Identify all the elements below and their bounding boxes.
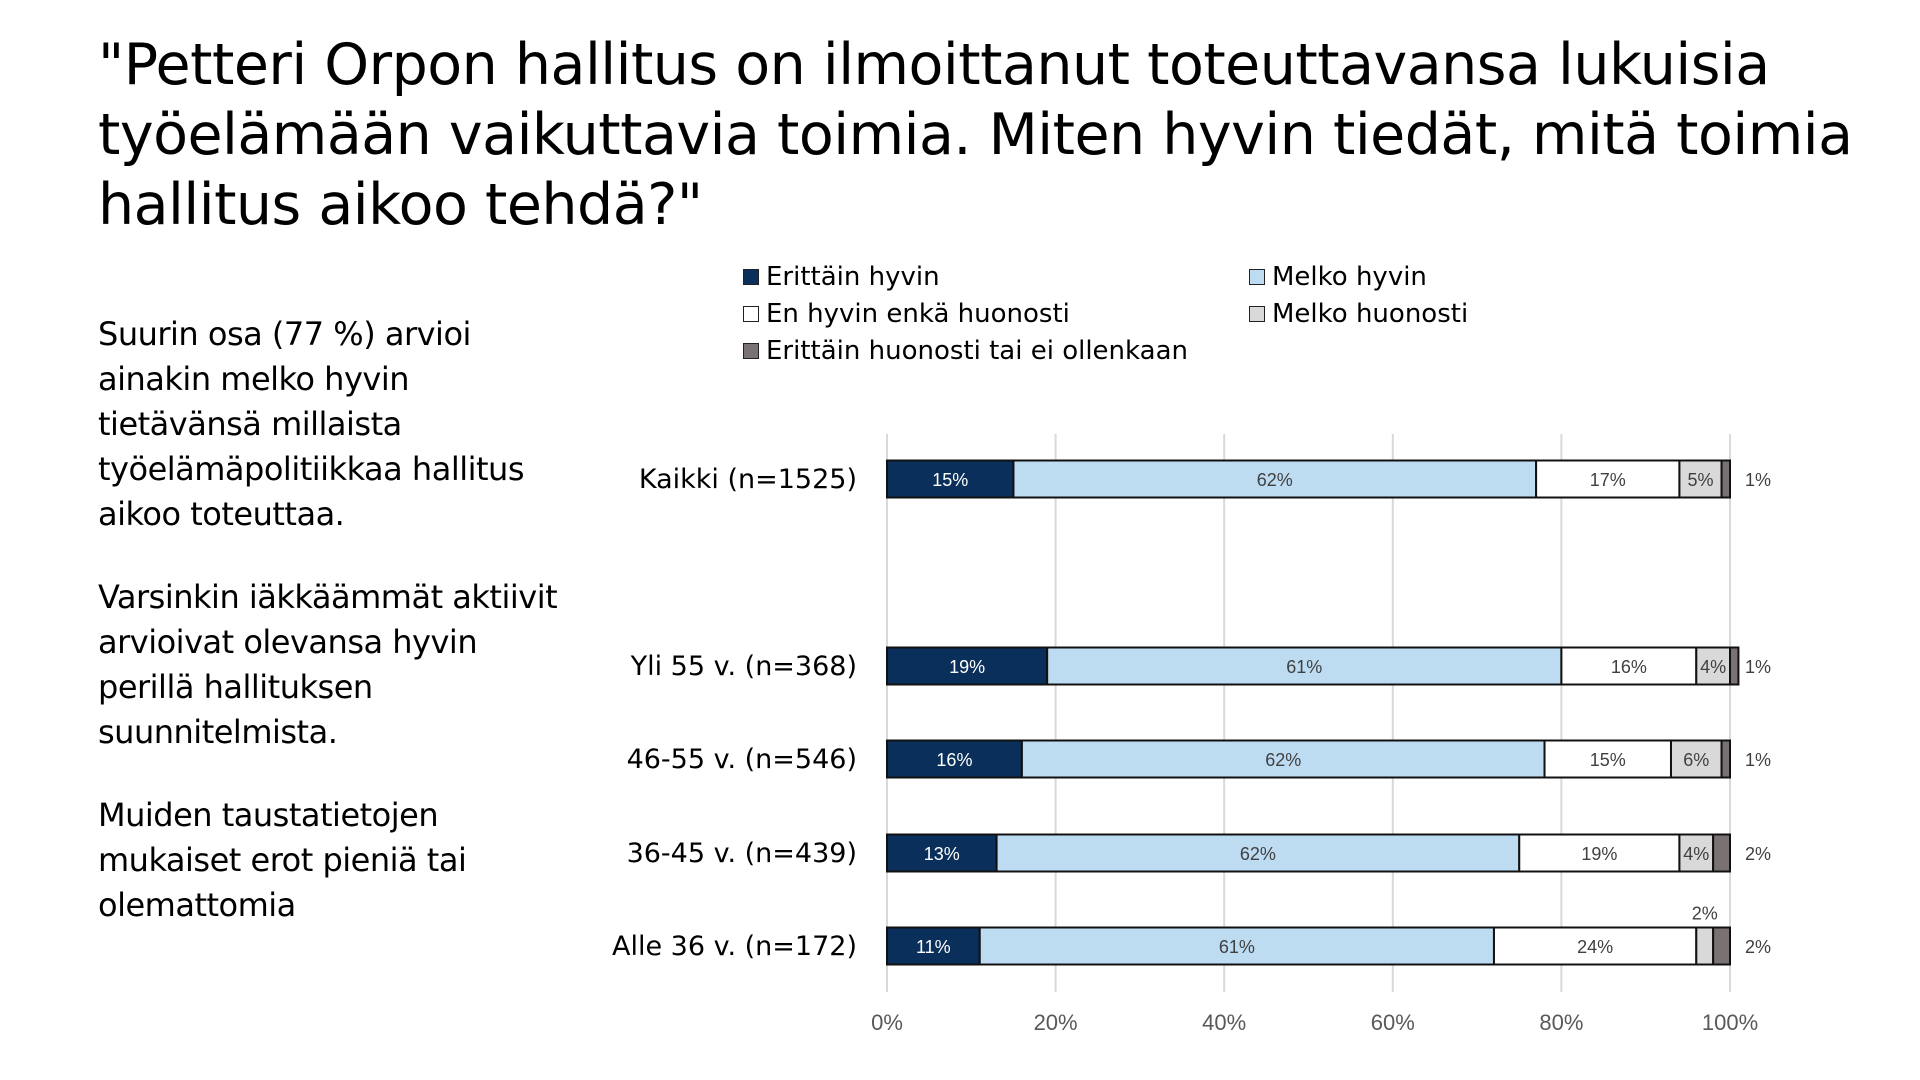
legend-item: Erittäin huonosti tai ei ollenkaan — [743, 336, 1188, 366]
legend-item: Melko huonosti — [1249, 299, 1468, 329]
category-label: 36-45 v. (n=439) — [627, 838, 857, 869]
data-label: 61% — [1219, 937, 1255, 957]
data-label: 15% — [1590, 750, 1626, 770]
bar-segment — [1046, 646, 1563, 686]
bar-segment — [1720, 459, 1731, 499]
chart-legend: Erittäin hyvin Melko hyvin En hyvin enkä h… — [743, 262, 1643, 382]
legend-swatch — [1249, 269, 1265, 285]
legend-item: Melko hyvin — [1249, 262, 1427, 292]
data-label: 4% — [1683, 844, 1709, 864]
bar-segment — [1492, 926, 1698, 966]
bar-segment — [886, 459, 1015, 499]
data-label: 62% — [1257, 470, 1293, 490]
category-label: Alle 36 v. (n=172) — [612, 931, 857, 962]
data-label: 4% — [1700, 657, 1726, 677]
legend-label: Melko huonosti — [1272, 299, 1469, 329]
bar-segment — [1535, 459, 1681, 499]
bar-segment — [886, 833, 998, 873]
data-label: 1% — [1745, 657, 1771, 677]
data-label: 62% — [1265, 750, 1301, 770]
x-tick-label: 60% — [1371, 1010, 1415, 1035]
bar-segment — [1729, 646, 1740, 686]
bar-segment — [1518, 833, 1681, 873]
bar-segment — [1712, 926, 1732, 966]
x-tick-label: 20% — [1034, 1010, 1078, 1035]
summary-text: Suurin osa (77 %) arvioi ainakin melko h… — [98, 312, 558, 966]
x-tick-label: 0% — [871, 1010, 903, 1035]
legend-label: Erittäin huonosti tai ei ollenkaan — [766, 336, 1188, 366]
summary-paragraph: Suurin osa (77 %) arvioi ainakin melko h… — [98, 315, 524, 533]
legend-item: Erittäin hyvin — [743, 262, 940, 292]
data-label: 16% — [936, 750, 972, 770]
bar-segment — [1543, 739, 1672, 779]
bar-segment — [886, 646, 1049, 686]
category-label: Kaikki (n=1525) — [639, 464, 857, 495]
bar-segment — [1695, 926, 1715, 966]
data-label: 24% — [1577, 937, 1613, 957]
legend-label: Erittäin hyvin — [766, 262, 940, 292]
data-label: 11% — [916, 937, 951, 957]
data-label: 19% — [1581, 844, 1617, 864]
slide-title: "Petteri Orpon hallitus on ilmoittanut t… — [98, 32, 1853, 238]
data-label: 15% — [932, 470, 968, 490]
data-label: 62% — [1240, 844, 1276, 864]
bar-segment — [1669, 739, 1723, 779]
data-label: 2% — [1692, 904, 1718, 924]
bar-segment — [1720, 739, 1731, 779]
data-label: 13% — [924, 844, 960, 864]
data-label: 5% — [1687, 470, 1713, 490]
legend-swatch — [743, 343, 759, 359]
bar-segment — [1678, 459, 1723, 499]
x-tick-label: 80% — [1539, 1010, 1583, 1035]
category-label: 46-55 v. (n=546) — [627, 744, 857, 775]
legend-swatch — [743, 306, 759, 322]
bar-segment — [1695, 646, 1732, 686]
bar-segment — [1560, 646, 1698, 686]
bar-segment — [1712, 833, 1732, 873]
category-label: Yli 55 v. (n=368) — [630, 651, 857, 682]
data-label: 1% — [1745, 750, 1771, 770]
data-label: 19% — [949, 657, 985, 677]
x-tick-label: 40% — [1202, 1010, 1246, 1035]
data-label: 61% — [1286, 657, 1322, 677]
bar-segment — [886, 926, 981, 966]
data-label: 17% — [1590, 470, 1626, 490]
legend-item: En hyvin enkä huonosti — [743, 299, 1070, 329]
legend-swatch — [743, 269, 759, 285]
data-label: 2% — [1745, 844, 1771, 864]
data-label: 6% — [1683, 750, 1709, 770]
legend-swatch — [1249, 306, 1265, 322]
data-label: 16% — [1611, 657, 1647, 677]
data-label: 1% — [1745, 470, 1771, 490]
x-tick-label: 100% — [1702, 1010, 1758, 1035]
summary-paragraph: Muiden taustatietojen mukaiset erot pien… — [98, 796, 467, 924]
legend-label: Melko hyvin — [1272, 262, 1427, 292]
data-label: 2% — [1745, 937, 1771, 957]
legend-label: En hyvin enkä huonosti — [766, 299, 1070, 329]
summary-paragraph: Varsinkin iäkkäämmät aktiivit arvioivat … — [98, 578, 558, 751]
